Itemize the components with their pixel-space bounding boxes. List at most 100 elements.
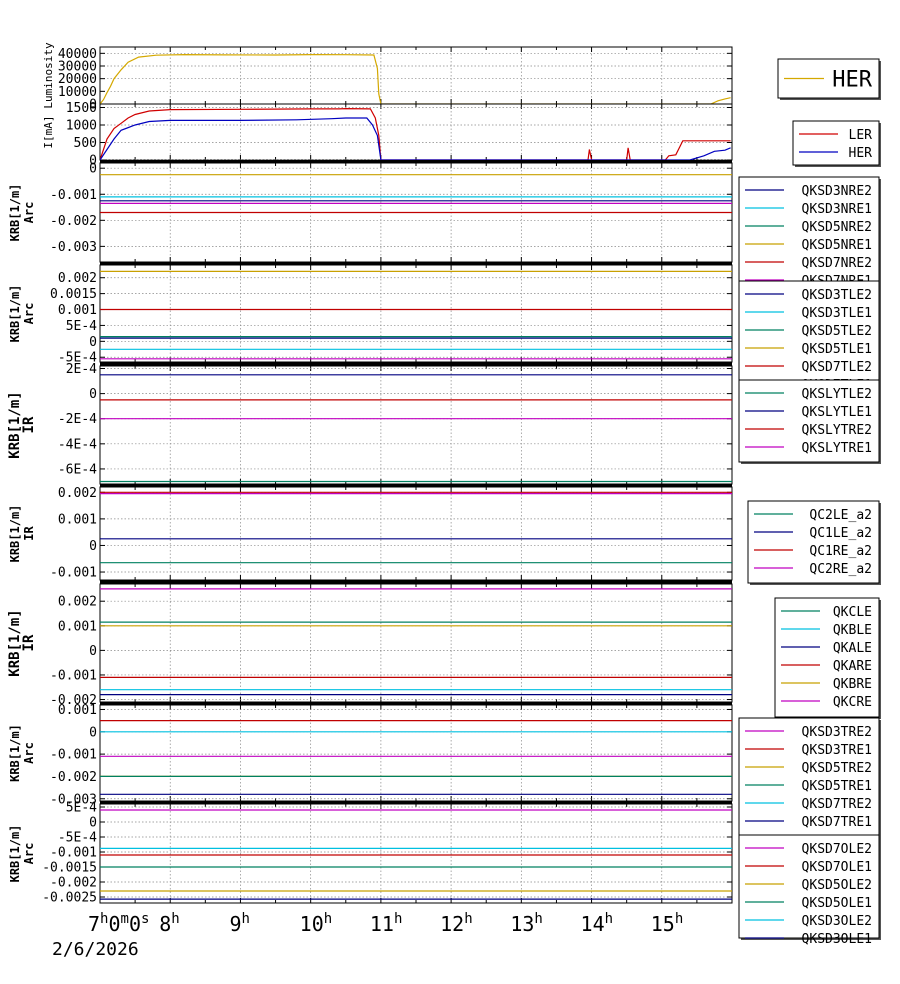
y-axis-label: KRB[1/m] bbox=[8, 825, 22, 883]
panel-3: 0 -0.001 -0.002 -0.003 KRB[1/m] Arc bbox=[8, 162, 733, 263]
legend-label: LER bbox=[849, 128, 873, 143]
time-tick-label: 10h bbox=[300, 911, 333, 936]
y-axis-label: KRB[1/m] bbox=[8, 505, 22, 563]
panel-6: 0.002 0.001 0 -0.001 KRB[1/m] IR bbox=[8, 486, 733, 581]
y-tick-label: 0 bbox=[89, 162, 97, 177]
y-tick-label: -5E-4 bbox=[58, 831, 97, 846]
legend-label: QKSLYTRE1 bbox=[802, 441, 872, 456]
y-tick-label: -0.001 bbox=[50, 748, 97, 763]
plot-frame bbox=[99, 103, 733, 161]
legend-label: QKCRE bbox=[833, 695, 872, 710]
y-tick-label: 0 bbox=[89, 335, 97, 350]
legend-label: HER bbox=[849, 146, 873, 161]
legend-9: QKSD7OLE2 QKSD7OLE1 QKSD5OLE2 QKSD5OLE1 QKSD… bbox=[738, 834, 881, 947]
y-tick-label: 0 bbox=[89, 98, 97, 113]
time-tick-label: 9h bbox=[229, 911, 249, 936]
legend-label: QKSD3NRE1 bbox=[802, 202, 872, 217]
y-tick-label: 0.0015 bbox=[50, 287, 97, 302]
y-tick-label: 10000 bbox=[58, 85, 97, 100]
legend-label: QC2RE_a2 bbox=[809, 562, 872, 577]
y-tick-label: -0.003 bbox=[50, 792, 97, 807]
y-tick-label: -0.001 bbox=[50, 668, 97, 683]
panel-separator bbox=[100, 160, 732, 163]
y-tick-label: -0.002 bbox=[50, 214, 97, 229]
time-tick-label: 14h bbox=[581, 911, 614, 936]
panel-separator bbox=[100, 362, 732, 366]
legend-label: QKSD3TLE2 bbox=[802, 288, 872, 303]
y-tick-label: 5E-4 bbox=[66, 801, 97, 816]
legend-label: QKSD5OLE2 bbox=[802, 878, 872, 893]
legend-label: QKSD3NRE2 bbox=[802, 184, 872, 199]
plot-frame bbox=[99, 704, 733, 802]
plot-frame bbox=[99, 46, 733, 105]
y-tick-label: 0.001 bbox=[58, 512, 97, 527]
y-tick-label: -0.002 bbox=[50, 876, 97, 891]
legend-2: LER HER bbox=[792, 120, 881, 167]
legend-label: QKSD5OLE1 bbox=[802, 896, 872, 911]
y-tick-label: 0.001 bbox=[58, 303, 97, 318]
y-tick-label: -0.0015 bbox=[42, 861, 97, 876]
plot-frame bbox=[99, 264, 733, 363]
legend-3: QKSD3NRE2 QKSD3NRE1 QKSD5NRE2 QKSD5NRE1 QKSD… bbox=[738, 176, 881, 298]
y-tick-label: 1000 bbox=[66, 119, 97, 134]
legend-label: QKSD5TRE1 bbox=[802, 779, 872, 794]
y-axis-label: KRB[1/m] bbox=[8, 724, 22, 782]
panel-5: 2E-4 0 -2E-4 -4E-4 -6E-4 KRB[1/m]IR bbox=[7, 362, 733, 485]
panel-separator bbox=[100, 702, 732, 705]
time-tick-label: 8h bbox=[159, 911, 179, 936]
time-axis: 7h0m0s 8h 9h 10h 11h 12h 13h 14h 15h 2/6/2026 bbox=[52, 911, 683, 960]
legend-label: QKSD7TLE2 bbox=[802, 360, 872, 375]
legend-label: QKSD5TLE2 bbox=[802, 324, 872, 339]
legend-label: QKSD7TRE2 bbox=[802, 797, 872, 812]
legend-8: QKSD3TRE2 QKSD3TRE1 QKSD5TRE2 QKSD5TRE1 QKSD… bbox=[738, 717, 881, 839]
legend-5: QKSLYTLE2 QKSLYTLE1 QKSLYTRE2 QKSLYTRE1 bbox=[738, 379, 881, 464]
y-axis-label: IR bbox=[21, 634, 37, 651]
series-line-her bbox=[100, 53, 731, 104]
y-tick-label: -5E-4 bbox=[58, 351, 97, 366]
y-tick-label: 2E-4 bbox=[66, 362, 97, 377]
legend-7: QKCLE QKBLE QKALE QKARE QKBRE QKCRE bbox=[774, 597, 881, 719]
legend-label: QKSD5NRE1 bbox=[802, 238, 872, 253]
legend-label: QKSLYTRE2 bbox=[802, 423, 872, 438]
y-axis-label: KRB[1/m] bbox=[8, 285, 22, 343]
legend-label: QC1RE_a2 bbox=[809, 544, 872, 559]
legend-label: QKSLYTLE2 bbox=[802, 387, 872, 402]
legend-label: QKSD3TRE1 bbox=[802, 743, 872, 758]
y-tick-label: 0 bbox=[89, 539, 97, 554]
y-axis-label: Luminosity bbox=[42, 42, 55, 109]
y-tick-label: 0.002 bbox=[58, 271, 97, 286]
legend-label: QKSD3OLE2 bbox=[802, 914, 872, 929]
panel-separator bbox=[100, 801, 732, 804]
y-tick-label: 1500 bbox=[66, 101, 97, 116]
legend-box bbox=[738, 717, 880, 838]
y-axis-label: Arc bbox=[22, 202, 36, 224]
time-tick-label: 7h0m0s bbox=[88, 911, 149, 936]
panel-2: 0 500 1000 1500 I[mA] bbox=[42, 101, 733, 169]
legend-label: QKBRE bbox=[833, 677, 872, 692]
y-axis-label: Arc bbox=[22, 303, 36, 325]
y-tick-label: 0 bbox=[89, 816, 97, 831]
legend-label: QKARE bbox=[833, 659, 872, 674]
date-label: 2/6/2026 bbox=[52, 939, 139, 960]
panel-separator bbox=[100, 262, 732, 265]
plot-frame bbox=[99, 486, 733, 581]
legend-label: QKBLE bbox=[833, 623, 872, 638]
y-axis-label: Arc bbox=[22, 742, 36, 764]
series-line-her bbox=[100, 117, 731, 160]
y-axis-label: KRB[1/m] bbox=[7, 391, 23, 458]
legend-box bbox=[747, 500, 880, 584]
y-tick-label: -0.001 bbox=[50, 188, 97, 203]
y-tick-label: -0.0025 bbox=[42, 891, 97, 906]
legend-label: HER bbox=[832, 68, 872, 93]
legend-box bbox=[738, 176, 880, 297]
y-tick-label: -4E-4 bbox=[58, 437, 97, 452]
legend-label: QKALE bbox=[833, 641, 872, 656]
legend-box bbox=[792, 120, 880, 166]
y-tick-label: 0 bbox=[89, 725, 97, 740]
legend-label: QKSLYTLE1 bbox=[802, 405, 872, 420]
panel-9: 5E-40-5E-4-0.001-0.0015-0.002-0.0025 KRB[… bbox=[8, 801, 733, 906]
legend-box bbox=[774, 597, 880, 718]
